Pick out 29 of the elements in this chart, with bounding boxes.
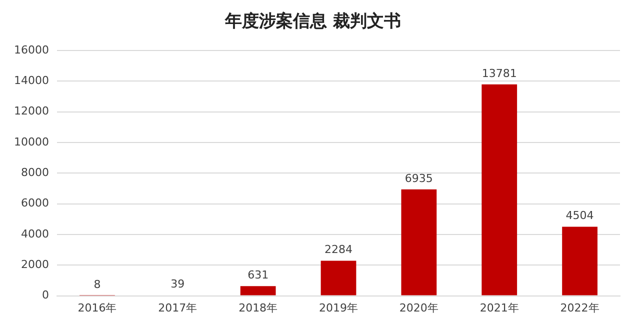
y-tick-label: 8000 <box>20 166 49 179</box>
bar <box>240 286 276 296</box>
data-label: 8 <box>94 278 101 292</box>
y-tick-label: 10000 <box>14 135 49 148</box>
data-label: 631 <box>248 268 269 282</box>
x-tick-label: 2019年 <box>318 301 358 314</box>
x-tick-label: 2021年 <box>480 301 519 314</box>
chart-title: 年度涉案信息 裁判文书 <box>224 10 401 32</box>
y-tick-label: 12000 <box>14 104 49 118</box>
data-label: 13781 <box>482 66 517 80</box>
y-tick-label: 14000 <box>14 74 49 87</box>
y-tick-label: 16000 <box>14 43 49 56</box>
data-label: 4504 <box>566 209 594 222</box>
x-tick-label: 2018年 <box>238 301 278 314</box>
bar <box>320 260 356 296</box>
x-tick-label: 2020年 <box>399 301 438 314</box>
bar <box>401 189 437 296</box>
bar <box>562 226 598 296</box>
x-tick-label: 2022年 <box>560 301 600 314</box>
x-tick-label: 2016年 <box>78 301 117 314</box>
y-tick-label: 6000 <box>20 196 49 210</box>
data-label: 39 <box>170 278 185 291</box>
y-tick-label: 4000 <box>20 227 49 240</box>
y-tick-label: 2000 <box>20 258 49 271</box>
y-tick-label: 0 <box>42 288 49 302</box>
data-label: 2284 <box>324 243 352 256</box>
data-label: 6935 <box>404 172 433 185</box>
x-tick-label: 2017年 <box>158 301 198 314</box>
bar <box>482 84 518 296</box>
